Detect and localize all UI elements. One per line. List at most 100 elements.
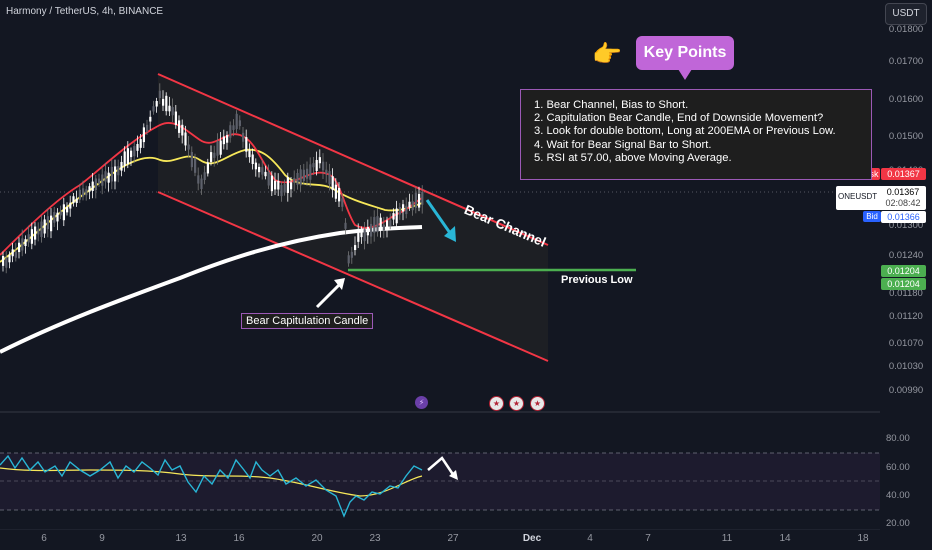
candle-body [242,132,245,142]
candle-body [222,136,225,145]
down-arrow-shaft [425,199,452,234]
currency-button[interactable]: USDT [885,3,927,25]
us-flag-event-icon[interactable]: ★ [509,396,524,411]
candle-body [418,193,421,208]
candle-body [174,111,177,125]
candle-body [206,162,209,174]
candle-body [34,226,37,240]
channel-lower-line[interactable] [157,191,549,362]
chart-canvas[interactable] [0,0,880,530]
candle-body [229,125,232,138]
channel-upper-line[interactable] [157,73,549,246]
candle-body [149,116,152,122]
candle-body [8,254,11,263]
candle-body [334,184,337,199]
time-tick: 4 [587,533,593,544]
candle-body [341,198,344,207]
candle-body [50,215,53,232]
candle-body [293,177,296,184]
last-price-value: 0.01367 [886,187,920,197]
candle-body [210,152,213,162]
us-flag-event-icon[interactable]: ★ [530,396,545,411]
us-flag-event-icon[interactable]: ★ [489,396,504,411]
candle-body [123,151,126,167]
candle-body [366,227,369,236]
price-tick: 0.00990 [888,385,924,396]
key-points-callout[interactable]: Key Points [636,36,734,70]
candle-body [130,150,133,158]
candle-body [184,132,187,146]
capitulation-callout[interactable]: Bear Capitulation Candle [241,313,374,329]
candle-body [27,234,30,243]
candle-body [158,90,161,99]
candle-body [37,229,40,235]
candle-body [405,205,408,215]
candle-body [72,196,75,204]
candle-body [357,231,360,242]
candle-body [331,176,334,190]
candle-body [386,220,389,231]
candle-body [216,141,219,156]
price-tick: 0.01120 [889,311,923,322]
pointing-hand-icon: 👉 [592,41,622,68]
candle-body [277,180,280,190]
rsi-line[interactable] [0,454,423,518]
candle-body [56,212,59,222]
candle-body [82,188,85,197]
candle-body [395,208,398,224]
bid-label: Bid [863,211,881,222]
time-tick: 11 [721,533,733,544]
candle-body [155,101,158,107]
pointer-arrow-shaft [315,282,342,309]
candle-body [142,127,145,143]
price-tick: 0.01800 [888,24,924,35]
candle-body [203,172,206,180]
candle-body [251,154,254,165]
candle-body [146,124,149,132]
candle-body [402,204,405,212]
candle-body [104,171,107,182]
candle-body [248,150,251,158]
ask-price-tag: 0.01367 [881,168,926,180]
ema-mid-line[interactable] [0,148,423,263]
previous-low-label[interactable]: Previous Low [561,274,633,286]
rsi-arrow-icon [427,456,456,477]
candle-body [78,189,81,200]
candle-body [302,169,305,182]
price-tick: 0.01070 [888,338,924,349]
candle-body [136,144,139,151]
rsi-tick: 80.00 [886,433,910,444]
candlestick-series[interactable] [2,83,424,274]
candle-body [178,120,181,133]
time-tick: 6 [41,533,47,544]
rsi-tick: 60.00 [886,462,910,473]
candle-body [370,223,373,237]
time-tick: 16 [233,533,245,544]
candle-body [408,201,411,208]
chart-title: Harmony / TetherUS, 4h, BINANCE [6,6,164,17]
candle-body [75,198,78,203]
candle-body [114,166,117,182]
candle-body [69,202,72,209]
candle-body [296,172,299,185]
candle-body [133,146,136,157]
previous-low-tag: 0.01204 [881,265,926,277]
candle-body [315,159,318,171]
candle-body [219,140,222,155]
candle-body [344,222,347,229]
candle-body [194,158,197,173]
pointer-arrow-icon [334,278,345,290]
time-tick: 18 [857,533,869,544]
notes-textbox[interactable]: 1. Bear Channel, Bias to Short. 2. Capit… [520,89,872,180]
lightning-event-icon[interactable]: ⚡ [415,396,428,409]
candle-body [299,169,302,186]
time-tick: 23 [369,533,381,544]
last-price-box: ONEUSDT 0.01367 02:08:42 [836,186,926,210]
candle-body [2,256,5,266]
candle-body [40,221,43,238]
candle-body [350,251,353,258]
candle-body [226,135,229,143]
candle-body [354,245,357,251]
candle-body [165,95,168,112]
candle-body [21,238,24,251]
